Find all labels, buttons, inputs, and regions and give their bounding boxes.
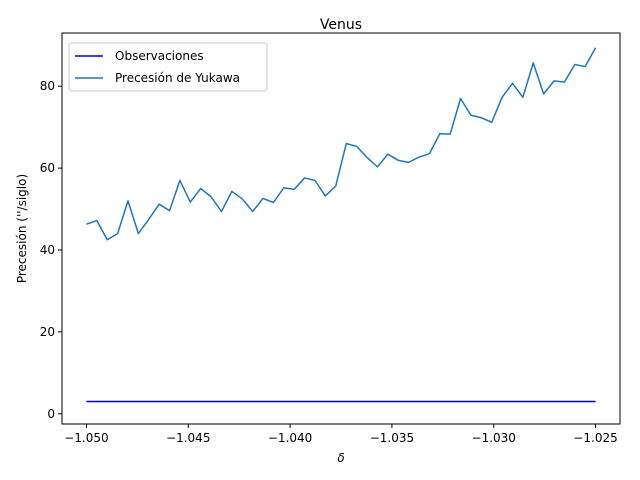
legend-label-yukawa: Precesión de Yukawa	[115, 71, 240, 85]
y-tick-label: 80	[40, 79, 55, 93]
legend-label-observaciones: Observaciones	[115, 49, 204, 63]
x-tick-label: −1.050	[64, 431, 108, 445]
x-axis-ticks: −1.050 −1.045 −1.040 −1.035 −1.030 −1.025	[64, 424, 618, 445]
chart-title: Venus	[320, 17, 362, 33]
series-layer	[86, 47, 597, 403]
x-tick-label: −1.035	[370, 431, 414, 445]
x-axis-label: δ	[337, 451, 344, 465]
y-axis-ticks: 0 20 40 60 80	[40, 79, 62, 421]
x-tick-label: −1.025	[573, 431, 617, 445]
legend: Observaciones Precesión de Yukawa	[68, 42, 268, 92]
y-tick-label: 20	[40, 325, 55, 339]
plot-area	[61, 32, 621, 425]
y-tick-label: 40	[40, 243, 55, 257]
y-axis-label: Precesión (''/siglo)	[15, 174, 29, 283]
x-tick-label: −1.040	[268, 431, 312, 445]
x-tick-label: −1.030	[472, 431, 516, 445]
y-tick-label: 0	[47, 407, 55, 421]
axes-frame	[61, 32, 621, 425]
x-tick-label: −1.045	[166, 431, 210, 445]
legend-box	[68, 42, 268, 92]
y-tick-label: 60	[40, 161, 55, 175]
series-line-yukawa	[86, 47, 597, 241]
